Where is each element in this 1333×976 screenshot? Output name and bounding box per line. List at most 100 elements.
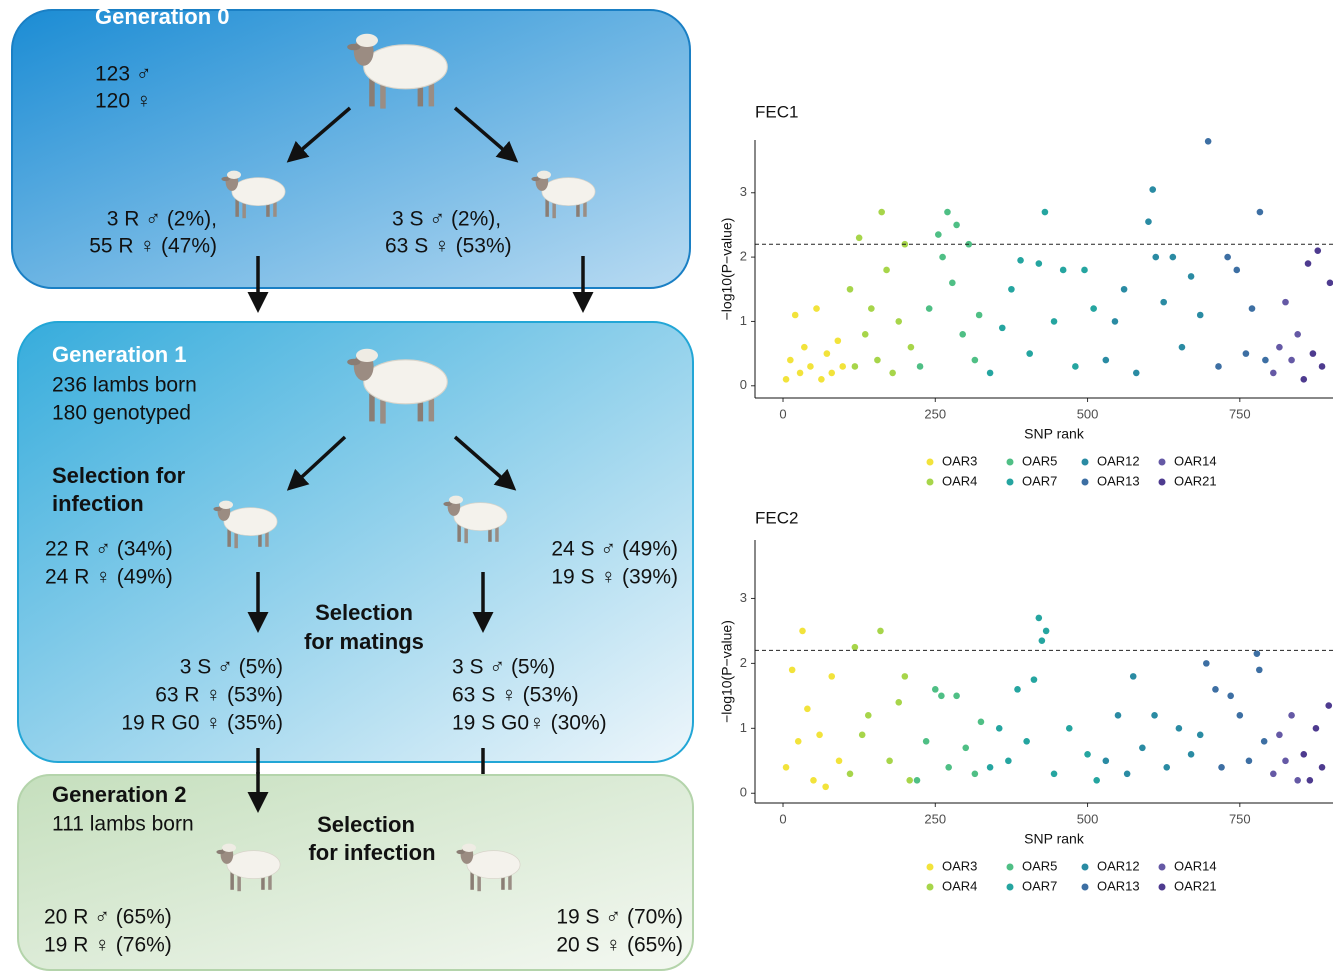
snp-point	[1276, 343, 1283, 351]
snp-point	[986, 763, 994, 771]
legend-swatch	[1006, 863, 1014, 871]
generation-0: Generation 0 123 ♂ 120 ♀ 3 R ♂ (2%), 55 …	[11, 4, 691, 289]
snp-point	[1288, 356, 1295, 364]
legend-swatch	[1158, 863, 1166, 871]
snp-point	[889, 369, 896, 377]
legend-label: OAR13	[1097, 473, 1140, 488]
title: Generation 0	[95, 4, 229, 29]
count: 180 genotyped	[52, 402, 191, 425]
legend-swatch	[1081, 863, 1089, 871]
legend-swatch	[1006, 883, 1014, 891]
snp-point	[1163, 763, 1171, 771]
mating: 19 S G0♀ (30%)	[452, 712, 607, 735]
snp-point	[1065, 725, 1073, 732]
y-tick-label: 0	[740, 785, 747, 800]
legend-swatch	[1006, 458, 1014, 466]
x-tick-label: 250	[924, 406, 946, 421]
snp-point	[1309, 350, 1317, 357]
y-tick-label: 1	[740, 720, 747, 735]
snp-point	[846, 770, 854, 778]
snp-point	[834, 337, 842, 345]
legend-label: OAR3	[942, 858, 977, 873]
snp-point	[1248, 305, 1256, 312]
selection: for infection	[308, 840, 435, 865]
legend-label: OAR21	[1174, 473, 1217, 488]
snp-point	[995, 725, 1003, 732]
snp-point	[782, 376, 790, 383]
x-tick-label: 0	[779, 406, 786, 421]
snp-point	[1236, 712, 1244, 719]
x-tick-label: 750	[1229, 406, 1251, 421]
box	[17, 774, 694, 971]
legend-label: OAR5	[1022, 453, 1057, 468]
snp-point	[828, 673, 836, 680]
legend-label: OAR12	[1097, 453, 1140, 468]
snp-point	[1023, 738, 1030, 745]
snp-point	[1318, 363, 1326, 370]
y-tick-label: 2	[740, 655, 747, 670]
snp-point	[949, 279, 956, 287]
snp-point	[851, 643, 859, 651]
arrow	[286, 106, 352, 163]
snp-point	[1041, 208, 1049, 216]
selection: Selection for	[52, 463, 186, 488]
snp-point	[1178, 343, 1186, 351]
legend-swatch	[1158, 458, 1166, 466]
snp-point	[1160, 298, 1167, 306]
snp-point	[1026, 350, 1033, 357]
group: 24 S ♂ (49%)	[551, 538, 678, 561]
y-tick-label: 3	[740, 590, 747, 605]
legend-swatch	[1081, 458, 1089, 466]
x-axis-label: SNP rank	[1024, 426, 1085, 442]
snp-point	[1175, 725, 1183, 732]
snp-point	[1288, 712, 1295, 719]
snp-point	[1270, 770, 1277, 778]
snp-point	[986, 369, 994, 377]
snp-point	[796, 369, 804, 377]
snp-point	[1262, 356, 1269, 364]
snp-point	[886, 757, 893, 765]
legend-swatch	[1081, 478, 1089, 486]
snp-point	[1014, 686, 1021, 693]
snp-point	[1314, 247, 1322, 254]
snp-point	[1196, 311, 1204, 319]
snp-point	[1139, 744, 1146, 752]
snp-point	[1212, 686, 1219, 693]
manhattan-plot: FEC1 −log10(P−value) SNP rank 0 1 2 3 0 250 500 75…	[719, 102, 1333, 488]
count: 120 ♀	[95, 90, 152, 113]
snp-point	[868, 305, 875, 312]
legend-swatch	[1158, 478, 1166, 486]
legend-label: OAR4	[942, 473, 977, 488]
legend-label: OAR13	[1097, 878, 1140, 893]
count: 111 lambs born	[52, 813, 194, 836]
snp-point	[823, 350, 831, 357]
legend-label: OAR12	[1097, 858, 1140, 873]
snp-point	[855, 234, 863, 242]
arrow	[453, 435, 517, 491]
group: 19 S ♀ (39%)	[551, 566, 678, 589]
snp-point	[1187, 750, 1195, 758]
snp-point	[1151, 712, 1158, 719]
snp-point	[1149, 186, 1157, 193]
snp-point	[922, 738, 930, 745]
snp-point	[1050, 770, 1058, 778]
snp-point	[925, 305, 933, 312]
snp-point	[971, 356, 979, 364]
snp-point	[916, 363, 924, 370]
snp-point	[1294, 776, 1301, 784]
snp-point	[1227, 692, 1234, 700]
snp-point	[822, 783, 829, 791]
snp-point	[1233, 266, 1241, 274]
snp-point	[874, 356, 881, 364]
snp-point	[791, 311, 799, 319]
snp-point	[1059, 266, 1067, 274]
legend-label: OAR7	[1022, 878, 1057, 893]
selection: Selection	[317, 812, 415, 837]
snp-point	[1042, 627, 1050, 635]
snp-point	[977, 718, 985, 726]
y-tick-label: 1	[740, 313, 747, 328]
selection: Selection	[315, 600, 413, 625]
box	[11, 9, 691, 289]
group: 24 R ♀ (49%)	[45, 566, 173, 589]
snp-point	[1196, 731, 1204, 739]
